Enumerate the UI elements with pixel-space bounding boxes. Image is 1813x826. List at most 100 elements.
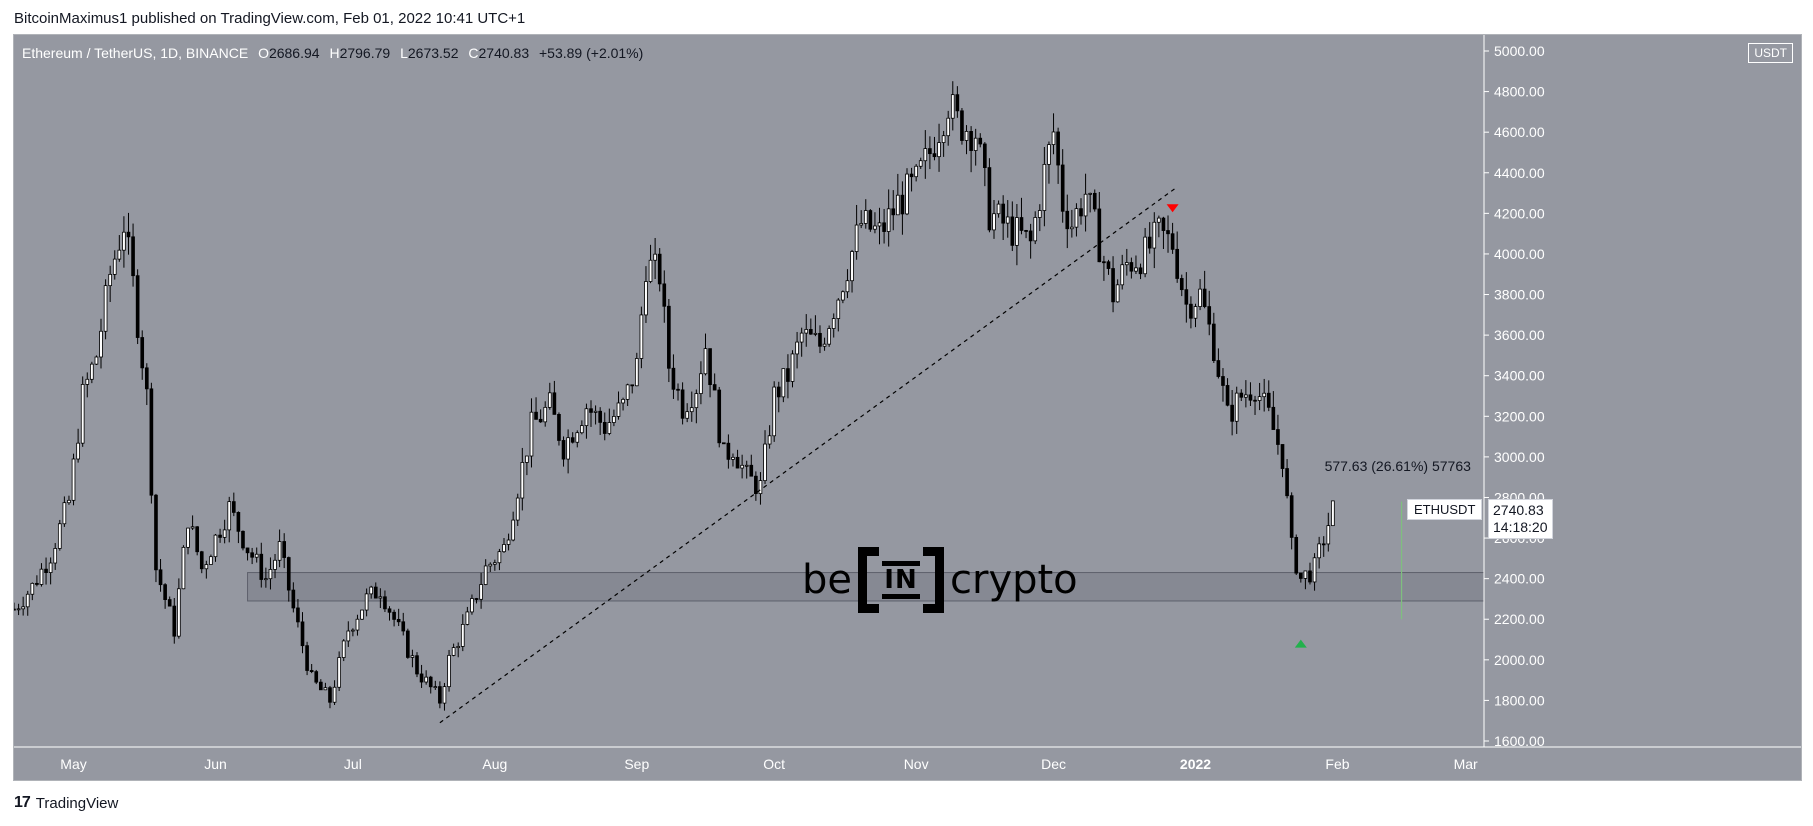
candle-body — [259, 553, 264, 580]
candle-body — [140, 337, 145, 369]
candle-body — [1060, 164, 1065, 212]
candle-body — [960, 110, 964, 141]
candle-body — [126, 231, 131, 238]
footer-brand[interactable]: TradingView — [35, 794, 119, 812]
ticker-tag: ETHUSDT — [1407, 499, 1483, 521]
candle-body — [896, 194, 900, 216]
candle-body — [428, 676, 433, 688]
candle-body — [735, 456, 740, 469]
price-tick-label: 4200.00 — [1494, 205, 1545, 221]
time-tick-label: Sep — [624, 756, 649, 772]
candle-body — [694, 393, 699, 409]
currency-badge[interactable]: USDT — [1748, 43, 1793, 63]
candle-body — [731, 456, 735, 460]
candle-body — [1102, 261, 1106, 264]
candle-body — [1211, 323, 1216, 361]
price-tick-label: 4600.00 — [1494, 124, 1545, 140]
candle-body — [772, 386, 777, 437]
candle-body — [1189, 303, 1193, 319]
candle-body — [406, 630, 410, 658]
price-tick-label: 4400.00 — [1494, 165, 1545, 181]
candle-body — [337, 657, 341, 688]
candle-body — [584, 408, 589, 427]
candle-body — [62, 502, 67, 525]
candle-body — [470, 598, 474, 613]
price-tick-label: 3600.00 — [1494, 327, 1545, 343]
candle-body — [103, 285, 108, 332]
candle-body — [561, 440, 566, 460]
candle-body — [277, 541, 282, 561]
watermark-bracket: IN — [858, 547, 944, 613]
candle-body — [76, 442, 80, 460]
candle-body — [497, 551, 502, 564]
candle-body — [740, 464, 744, 469]
price-tick-label: 4000.00 — [1494, 246, 1545, 262]
candle-body — [158, 569, 163, 586]
candle-body — [154, 494, 158, 571]
candle-body — [172, 605, 177, 637]
candle-body — [662, 283, 667, 307]
candle-body — [657, 253, 662, 285]
candle-body — [493, 562, 497, 565]
bar-countdown: 14:18:20 — [1493, 519, 1548, 536]
candle-body — [950, 94, 955, 119]
candle-body — [557, 413, 561, 441]
candle-body — [85, 378, 90, 385]
tradingview-logo-icon[interactable]: 17 — [14, 794, 31, 811]
candle-body — [1070, 226, 1074, 230]
candle-body — [914, 165, 918, 178]
price-tick-label: 2000.00 — [1494, 652, 1545, 668]
candle-body — [177, 588, 181, 637]
open-value: 2686.94 — [268, 45, 320, 61]
candle-body — [1244, 394, 1248, 398]
candle-body — [355, 618, 360, 631]
candle-body — [264, 578, 268, 581]
candle-body — [598, 410, 602, 423]
candle-body — [35, 582, 39, 585]
candle-body — [818, 332, 822, 347]
candle-body — [602, 421, 607, 434]
candle-body — [850, 251, 854, 282]
candle-body — [1225, 385, 1230, 406]
watermark-right: crypto — [950, 557, 1078, 603]
close-label: C — [468, 45, 479, 61]
high-label: H — [329, 45, 340, 61]
candle-body — [1198, 288, 1202, 307]
candle-body — [721, 442, 726, 445]
candle-body — [515, 497, 520, 521]
candle-body — [456, 646, 461, 649]
candle-body — [401, 621, 406, 632]
candle-body — [607, 422, 612, 434]
candle-body — [195, 526, 199, 553]
candle-body — [928, 148, 932, 155]
candle-body — [868, 210, 873, 230]
candle-body — [552, 392, 557, 415]
candle-body — [39, 568, 44, 585]
price-tick-label: 3200.00 — [1494, 408, 1545, 424]
candle-body — [328, 687, 332, 703]
footer: 17 TradingView — [14, 794, 118, 812]
candle-body — [955, 94, 960, 112]
candle-body — [621, 398, 625, 404]
price-tick-label: 2200.00 — [1494, 611, 1545, 627]
candle-body — [1124, 262, 1129, 266]
candle-body — [451, 647, 456, 656]
price-tick-label: 5000.00 — [1494, 43, 1545, 59]
change-value: +53.89 (+2.01%) — [539, 45, 644, 61]
candle-body — [1106, 261, 1111, 269]
candle-body — [1015, 217, 1019, 246]
chart-area[interactable]: 1600.001800.002000.002200.002400.002600.… — [13, 34, 1802, 781]
candle-body — [1331, 500, 1335, 527]
price-tick-label: 2400.00 — [1494, 571, 1545, 587]
candle-body — [378, 596, 383, 599]
candle-body — [53, 548, 58, 564]
time-tick-label: May — [60, 756, 86, 772]
candle-body — [465, 611, 470, 625]
candle-body — [1079, 208, 1083, 217]
candle-body — [841, 291, 845, 301]
candle-body — [90, 363, 94, 380]
candlestick-chart[interactable]: 1600.001800.002000.002200.002400.002600.… — [14, 35, 1802, 781]
candle-body — [667, 305, 671, 369]
candle-body — [918, 160, 923, 167]
candle-body — [763, 443, 767, 481]
